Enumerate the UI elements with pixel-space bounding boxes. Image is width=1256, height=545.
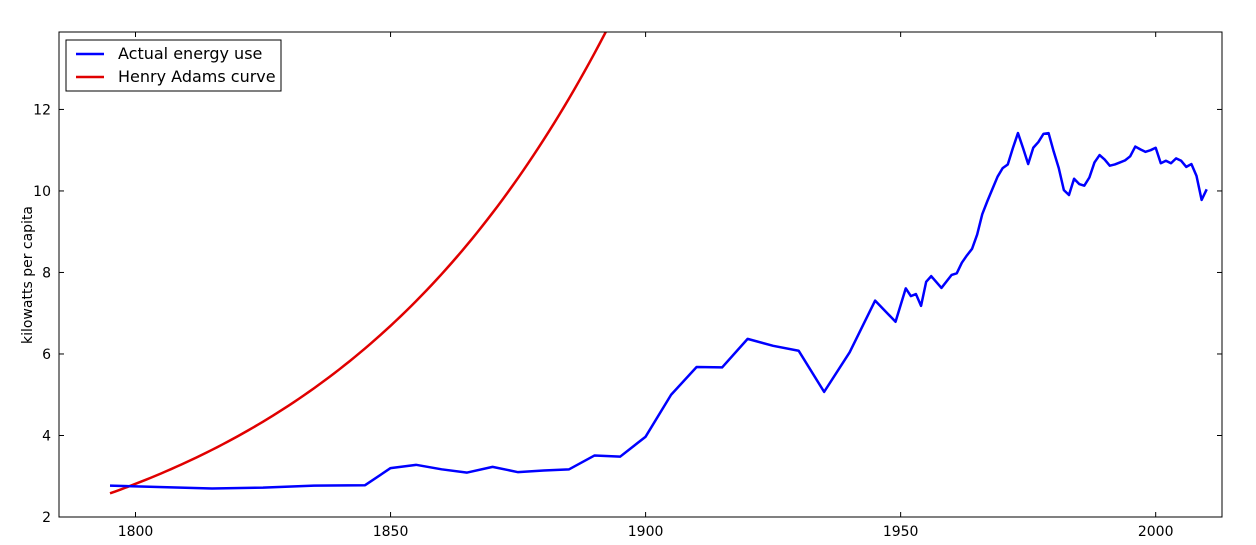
y-tick-label: 4 — [42, 428, 51, 444]
legend-label-actual: Actual energy use — [118, 44, 262, 63]
plot-area — [59, 32, 1222, 517]
y-axis: 2 4 6 8 10 12 — [33, 102, 1222, 526]
y-tick-label: 12 — [33, 102, 51, 118]
y-tick-label: 10 — [33, 184, 51, 200]
y-tick-label: 2 — [42, 510, 51, 526]
x-tick-label: 1950 — [883, 524, 919, 540]
legend-label-adams: Henry Adams curve — [118, 67, 276, 86]
y-axis-label: kilowatts per capita — [20, 206, 36, 344]
y-tick-label: 8 — [42, 265, 51, 281]
x-axis: 1800 1850 1900 1950 2000 — [118, 32, 1174, 540]
series-layer — [109, 32, 1208, 495]
x-tick-label: 1800 — [118, 524, 154, 540]
y-tick-label: 6 — [42, 347, 51, 363]
plot-frame — [58, 31, 1223, 518]
x-tick-label: 1850 — [373, 524, 409, 540]
legend: Actual energy use Henry Adams curve — [65, 39, 282, 92]
legend-box — [65, 39, 282, 92]
x-tick-label: 2000 — [1138, 524, 1174, 540]
series-line-actual-energy-use — [109, 131, 1208, 490]
x-tick-label: 1900 — [628, 524, 664, 540]
series-line-henry-adams-curve — [109, 32, 608, 495]
